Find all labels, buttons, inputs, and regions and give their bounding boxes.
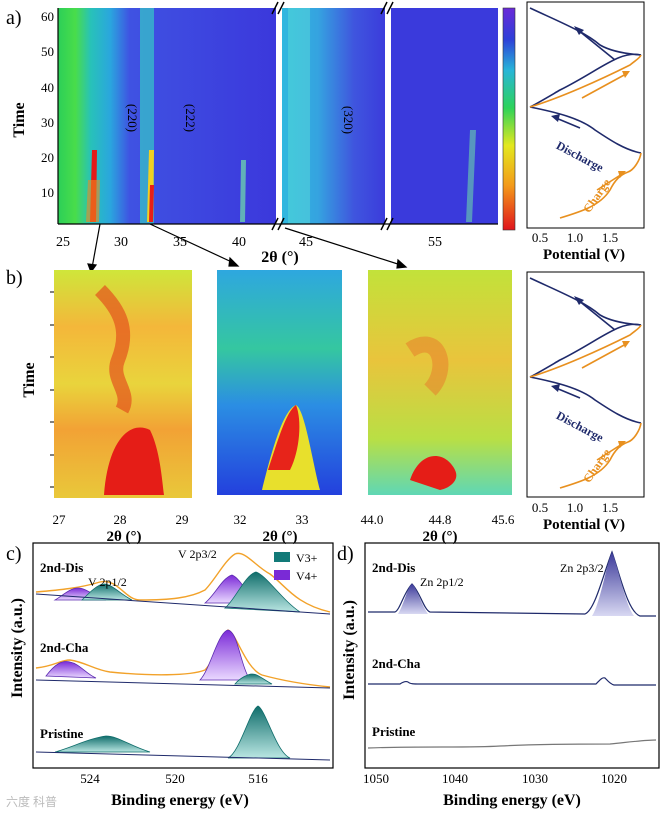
- legend-v3: V3+: [296, 551, 318, 565]
- echem-panel-bottom: Discharge Charge: [526, 271, 645, 498]
- ytick: 50: [41, 44, 54, 59]
- xtick: 44.8: [429, 512, 452, 527]
- peak-v2p32: V 2p3/2: [178, 547, 217, 561]
- panel-d-xticks: 1050 1040 1030 1020: [363, 771, 627, 786]
- panel-b-surface-2: [217, 270, 342, 495]
- discharge-label: Discharge: [554, 408, 606, 445]
- xtick: 0.5: [532, 230, 548, 245]
- panel-b-x1ticks: 27 28 29: [53, 512, 189, 527]
- panel-b-xlabel-2: 2θ (°): [262, 529, 297, 545]
- panel-c-2nd-cha: [35, 629, 331, 689]
- panel-b-label: b): [6, 267, 23, 289]
- panel-c-legend: V3+ V4+: [274, 551, 318, 583]
- peak-zn12: Zn 2p1/2: [420, 575, 464, 589]
- xtick: 45: [299, 235, 313, 250]
- xtick: 1030: [522, 771, 548, 786]
- panel-d-label: d): [337, 543, 354, 565]
- panel-c-label: c): [6, 543, 22, 565]
- panel-d-xlabel: Binding energy (eV): [443, 792, 581, 809]
- panel-c-ylabel: Intensity (a.u.): [9, 598, 26, 698]
- xtick: 40: [232, 235, 246, 250]
- panel-c-pristine: [35, 705, 331, 761]
- panel-a-label: a): [6, 7, 22, 29]
- xtick: 516: [248, 771, 268, 786]
- xtick: 1050: [363, 771, 389, 786]
- xtick: 1.5: [602, 500, 618, 515]
- echem-panel-top: Discharge Charge: [526, 1, 645, 229]
- legend-v4: V4+: [296, 569, 318, 583]
- xtick: 0.5: [532, 500, 548, 515]
- ytick: 40: [41, 80, 54, 95]
- xtick: 28: [114, 512, 127, 527]
- ytick: 20: [41, 150, 54, 165]
- peak-label-222: (222): [183, 104, 198, 132]
- xtick: 30: [114, 235, 128, 250]
- discharge-label: Discharge: [554, 138, 606, 175]
- xtick: 520: [165, 771, 185, 786]
- trace-label: 2nd-Cha: [40, 640, 89, 655]
- panel-c-trace-labels: 2nd-Dis 2nd-Cha Pristine: [40, 560, 89, 741]
- trace-label: 2nd-Cha: [372, 656, 421, 671]
- trace-label: Pristine: [372, 724, 416, 739]
- peak-label-220: (220): [125, 104, 140, 132]
- trace-label: 2nd-Dis: [372, 560, 415, 575]
- xtick: 27: [53, 512, 67, 527]
- panel-b-x2ticks: 32 33: [234, 512, 309, 527]
- charge-label: Charge: [580, 176, 614, 216]
- panel-d-2nd-cha: [368, 677, 656, 686]
- xtick: 1.0: [567, 230, 583, 245]
- xtick: 1.0: [567, 500, 583, 515]
- panel-a-yticks: 10 20 30 40 50 60: [41, 9, 54, 200]
- panel-a-heatmap: [58, 8, 498, 224]
- panel-c-2nd-dis: [35, 552, 331, 615]
- xtick: 25: [56, 235, 70, 250]
- panel-c-frame: [32, 542, 334, 769]
- panel-d-frame: [364, 542, 660, 769]
- echem-bottom-xticks: 0.5 1.0 1.5: [532, 500, 618, 515]
- peak-label-320: (320): [341, 106, 356, 134]
- echem-top-xlabel: Potential (V): [543, 247, 625, 263]
- panel-d-trace-labels: 2nd-Dis 2nd-Cha Pristine: [372, 560, 421, 739]
- panel-d-2nd-dis: [368, 550, 656, 617]
- peak-v2p12: V 2p1/2: [88, 575, 127, 589]
- xtick: 29: [176, 512, 189, 527]
- panel-d-ylabel: Intensity (a.u.): [341, 600, 358, 700]
- echem-bottom-xlabel: Potential (V): [543, 517, 625, 533]
- panel-b-ylabel: Time: [21, 362, 38, 397]
- xtick: 1.5: [602, 230, 618, 245]
- zoom-arrows: [87, 223, 408, 274]
- xtick: 524: [80, 771, 100, 786]
- panel-b-xlabel-1: 2θ (°): [106, 529, 141, 545]
- panel-a-xticks: 25 30 35 40 45 55: [56, 235, 442, 250]
- panel-b-surface-3: [368, 270, 512, 495]
- xtick: 32: [234, 512, 247, 527]
- colorbar: [502, 7, 516, 231]
- xtick: 1020: [601, 771, 627, 786]
- panel-c-xticks: 524 520 516: [80, 771, 268, 786]
- ytick: 60: [41, 9, 54, 24]
- peak-zn32: Zn 2p3/2: [560, 561, 604, 575]
- xtick: 55: [428, 235, 442, 250]
- xtick: 33: [296, 512, 309, 527]
- xtick: 35: [173, 235, 187, 250]
- panel-b-xlabel-3: 2θ (°): [422, 529, 457, 545]
- trace-label: Pristine: [40, 726, 84, 741]
- panel-a-ylabel: Time: [11, 102, 28, 137]
- watermark: 六度 科普: [6, 794, 57, 809]
- panel-b-surface-1: [54, 270, 192, 498]
- panel-b-x3ticks: 44.0 44.8 45.6: [361, 512, 515, 527]
- trace-label: 2nd-Dis: [40, 560, 83, 575]
- xtick: 44.0: [361, 512, 384, 527]
- xtick: 45.6: [492, 512, 515, 527]
- xtick: 1040: [442, 771, 468, 786]
- panel-a-xlabel: 2θ (°): [261, 249, 298, 266]
- panel-d-pristine: [367, 739, 657, 749]
- panel-c-xlabel: Binding energy (eV): [111, 792, 249, 809]
- ytick: 30: [41, 115, 54, 130]
- charge-label: Charge: [580, 446, 614, 486]
- echem-top-xticks: 0.5 1.0 1.5: [532, 230, 618, 245]
- ytick: 10: [41, 185, 54, 200]
